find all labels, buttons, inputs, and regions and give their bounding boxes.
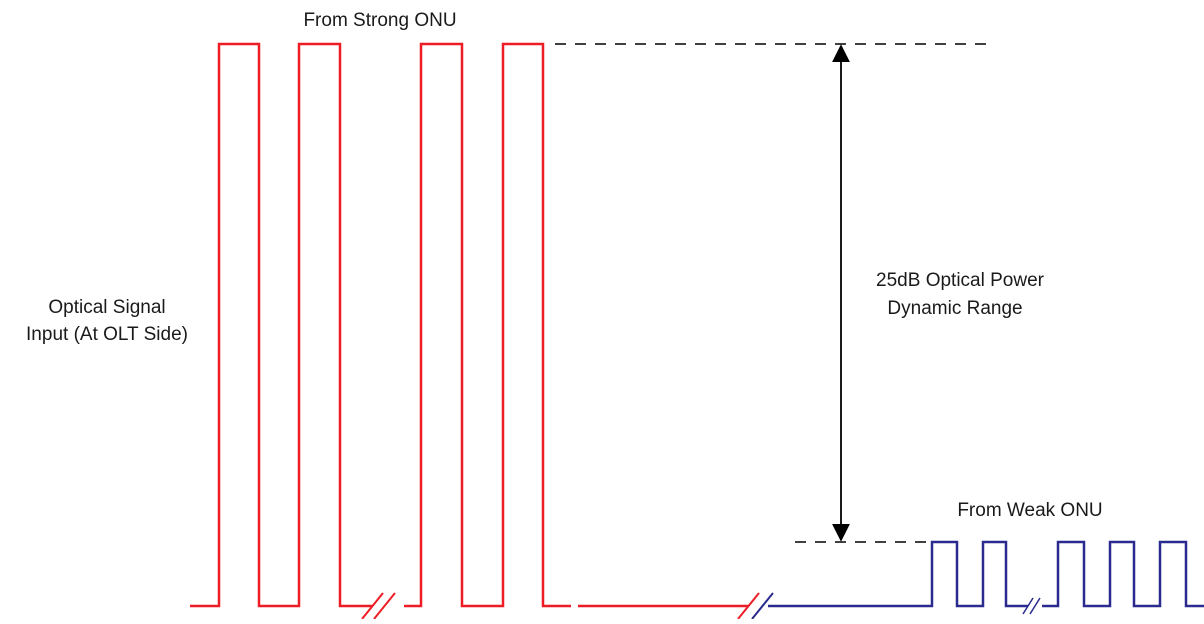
break-mark-weak-2 [1029, 597, 1041, 615]
break-mark-strong-2 [373, 592, 396, 620]
strong-onu-label: From Strong ONU [303, 10, 457, 31]
break-mark-transition-1 [737, 592, 760, 620]
input-label-line2: Input (At OLT Side) [26, 324, 188, 345]
break-mark-weak-1 [1022, 597, 1034, 615]
range-label-line2: Dynamic Range [887, 298, 1023, 319]
input-label-line1: Optical Signal [48, 297, 166, 318]
weak-signal-waveform-1 [768, 540, 1028, 608]
break-mark-transition-2 [751, 592, 774, 620]
break-mark-strong-1 [361, 592, 384, 620]
weak-onu-label: From Weak ONU [957, 500, 1103, 521]
weak-signal-waveform-2 [1042, 540, 1204, 608]
range-label-line1: 25dB Optical Power [876, 270, 1044, 291]
strong-signal-waveform-2 [404, 42, 571, 608]
strong-signal-waveform-1 [190, 42, 372, 608]
